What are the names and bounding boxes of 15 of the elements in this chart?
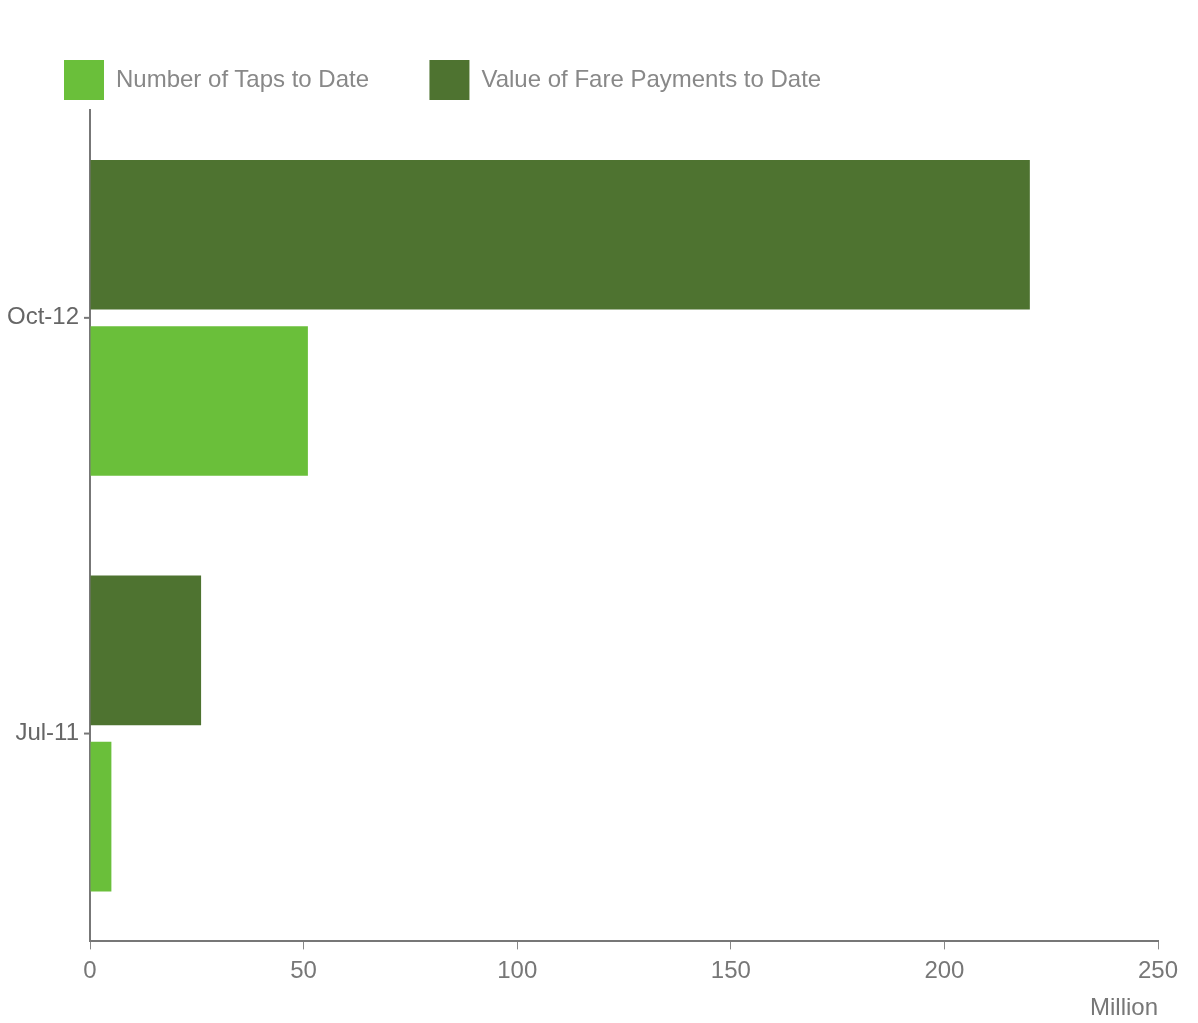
x-tick-label: 200: [924, 956, 965, 984]
bar: [90, 741, 112, 892]
x-tick-label: 0: [83, 956, 97, 984]
x-tick-label: 150: [710, 956, 751, 984]
x-tick-label: 50: [290, 956, 317, 984]
x-tick-label: 250: [1137, 956, 1179, 984]
bar: [90, 575, 202, 726]
bar: [90, 326, 308, 476]
bar: [90, 159, 1030, 310]
y-tick-label: Oct-12: [6, 302, 80, 330]
legend-label: Value of Fare Payments to Date: [481, 64, 822, 92]
x-axis-title: Million: [1089, 993, 1158, 1021]
legend-label: Number of Taps to Date: [116, 64, 370, 92]
x-tick-label: 100: [497, 956, 538, 984]
y-tick-label: Jul-11: [15, 718, 80, 746]
